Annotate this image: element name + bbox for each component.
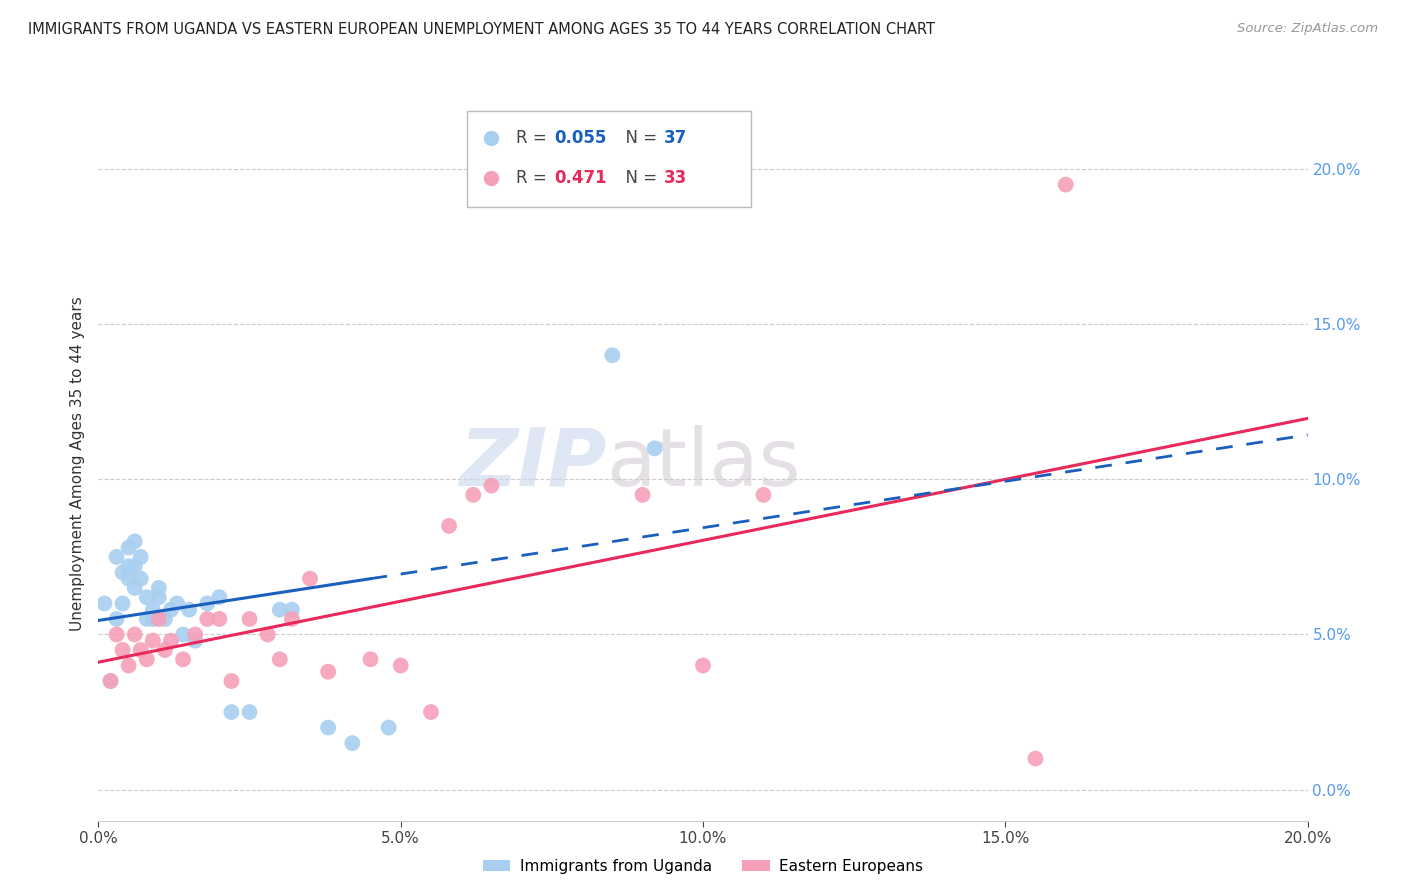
- Point: [256, 627, 278, 641]
- Point: [184, 633, 207, 648]
- Point: [208, 612, 231, 626]
- Point: [160, 602, 183, 616]
- Text: 33: 33: [664, 169, 688, 187]
- Point: [195, 612, 218, 626]
- Point: [299, 572, 322, 586]
- Text: N =: N =: [614, 169, 662, 187]
- Point: [420, 705, 443, 719]
- Point: [153, 612, 176, 626]
- Point: [342, 736, 364, 750]
- Point: [437, 519, 460, 533]
- Point: [389, 658, 412, 673]
- Point: [179, 602, 201, 616]
- Point: [239, 705, 262, 719]
- Point: [142, 633, 165, 648]
- Text: N =: N =: [614, 128, 662, 146]
- Point: [135, 591, 157, 605]
- Point: [281, 602, 304, 616]
- Point: [172, 652, 194, 666]
- Point: [124, 559, 146, 574]
- Point: [124, 581, 146, 595]
- Point: [184, 627, 207, 641]
- Point: [602, 348, 624, 362]
- Point: [118, 559, 141, 574]
- Point: [360, 652, 382, 666]
- Point: [148, 591, 170, 605]
- Point: [111, 643, 134, 657]
- Point: [172, 627, 194, 641]
- Point: [111, 597, 134, 611]
- Point: [316, 665, 339, 679]
- Point: [100, 673, 122, 688]
- Point: [463, 488, 485, 502]
- Point: [118, 541, 141, 555]
- Point: [239, 612, 262, 626]
- Point: [105, 627, 128, 641]
- Text: ZIP: ZIP: [458, 425, 606, 503]
- Text: Source: ZipAtlas.com: Source: ZipAtlas.com: [1237, 22, 1378, 36]
- Point: [111, 566, 134, 580]
- Y-axis label: Unemployment Among Ages 35 to 44 years: Unemployment Among Ages 35 to 44 years: [70, 296, 86, 632]
- Point: [100, 673, 122, 688]
- Point: [105, 612, 128, 626]
- Point: [142, 602, 165, 616]
- Point: [160, 633, 183, 648]
- Text: 0.055: 0.055: [554, 128, 606, 146]
- FancyBboxPatch shape: [467, 111, 751, 207]
- Point: [377, 721, 399, 735]
- Point: [93, 597, 115, 611]
- Point: [153, 643, 176, 657]
- Legend: Immigrants from Uganda, Eastern Europeans: Immigrants from Uganda, Eastern European…: [477, 853, 929, 880]
- Point: [118, 658, 141, 673]
- Point: [481, 478, 503, 492]
- Text: 37: 37: [664, 128, 688, 146]
- Point: [752, 488, 775, 502]
- Point: [1024, 751, 1046, 765]
- Text: R =: R =: [516, 128, 551, 146]
- Point: [195, 597, 218, 611]
- Point: [1054, 178, 1077, 192]
- Text: 0.471: 0.471: [554, 169, 607, 187]
- Point: [148, 581, 170, 595]
- Point: [269, 652, 291, 666]
- Point: [631, 488, 654, 502]
- Point: [135, 652, 157, 666]
- Point: [221, 673, 243, 688]
- Text: IMMIGRANTS FROM UGANDA VS EASTERN EUROPEAN UNEMPLOYMENT AMONG AGES 35 TO 44 YEAR: IMMIGRANTS FROM UGANDA VS EASTERN EUROPE…: [28, 22, 935, 37]
- Point: [208, 591, 231, 605]
- Point: [316, 721, 339, 735]
- Point: [269, 602, 291, 616]
- Point: [118, 572, 141, 586]
- Point: [124, 534, 146, 549]
- Point: [221, 705, 243, 719]
- Point: [148, 612, 170, 626]
- Point: [166, 597, 188, 611]
- Point: [142, 612, 165, 626]
- Point: [281, 612, 304, 626]
- Text: atlas: atlas: [606, 425, 800, 503]
- Point: [135, 612, 157, 626]
- Point: [644, 442, 666, 456]
- Text: R =: R =: [516, 169, 551, 187]
- Point: [129, 572, 152, 586]
- Point: [692, 658, 714, 673]
- Point: [129, 549, 152, 564]
- Point: [105, 549, 128, 564]
- Point: [129, 643, 152, 657]
- Point: [124, 627, 146, 641]
